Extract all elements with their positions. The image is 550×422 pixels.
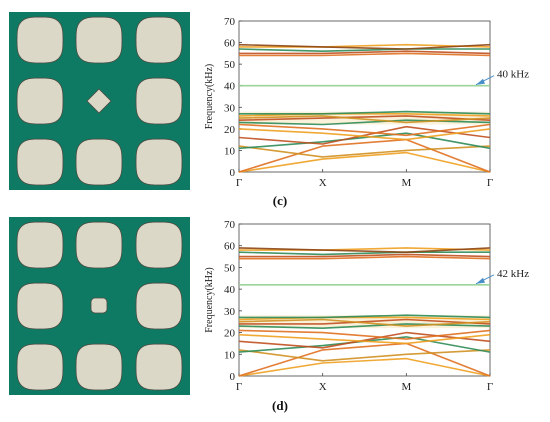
band-line bbox=[238, 331, 491, 349]
band-line bbox=[238, 251, 490, 256]
y-tick-label: 0 bbox=[230, 371, 236, 383]
center-inclusion bbox=[90, 297, 108, 314]
band-structure-chart-c: 0 10 20 30 40 50 60 70 Γ X M Γ Frequency(kHz) 40 kHz bbox=[204, 16, 529, 189]
scatterer-shape bbox=[16, 138, 64, 186]
caption-d: (d) bbox=[272, 398, 288, 413]
y-tick-label: 30 bbox=[224, 306, 236, 318]
band-line bbox=[238, 115, 491, 121]
scatterer-shape bbox=[135, 282, 183, 330]
band-line bbox=[238, 357, 491, 377]
scatterer-shape bbox=[16, 282, 64, 330]
band-line bbox=[238, 119, 491, 126]
band-structure-chart-d: 0 10 20 30 40 50 60 70 Γ X M Γ Frequency(kHz) 42 kHz bbox=[204, 219, 529, 393]
scatterer-shape bbox=[75, 221, 123, 269]
band-line bbox=[239, 52, 491, 57]
band-line bbox=[239, 314, 491, 319]
band-line bbox=[238, 318, 491, 327]
y-tick-label: 60 bbox=[224, 38, 236, 50]
band-line bbox=[238, 125, 491, 145]
scatterer-shape bbox=[75, 138, 123, 186]
y-tick-label: 40 bbox=[224, 81, 236, 93]
band-line bbox=[239, 255, 491, 260]
x-tick-label: M bbox=[401, 177, 411, 189]
band-line bbox=[238, 115, 491, 124]
annotation-label: 40 kHz bbox=[497, 69, 529, 81]
band-line bbox=[238, 43, 491, 50]
y-tick-label: 0 bbox=[230, 167, 236, 179]
y-axis-title: Frequency(kHz) bbox=[204, 267, 215, 333]
scatterer-shape bbox=[135, 138, 183, 186]
band-line bbox=[238, 123, 491, 137]
unit-cell-d-drawing bbox=[16, 221, 183, 391]
band-line bbox=[238, 329, 491, 340]
band-line bbox=[239, 110, 491, 115]
scatterer-shape bbox=[75, 16, 123, 64]
figure-panel-c: 0 10 20 30 40 50 60 70 Γ X M Γ Frequency(kHz) 40 kHz … bbox=[9, 12, 529, 208]
y-tick-label: 50 bbox=[224, 262, 236, 274]
band-line bbox=[238, 113, 491, 117]
band-line bbox=[239, 318, 491, 325]
y-tick-label: 10 bbox=[224, 349, 236, 361]
band-line bbox=[239, 50, 491, 55]
band-line bbox=[239, 253, 491, 258]
scatterer-shape bbox=[16, 343, 64, 391]
y-tick-label: 70 bbox=[224, 219, 236, 231]
figure-panel-d: 0 10 20 30 40 50 60 70 Γ X M Γ Frequency(kHz) 42 kHz … bbox=[0, 211, 550, 422]
y-tick-label: 20 bbox=[224, 124, 236, 136]
caption-c: (c) bbox=[272, 193, 288, 208]
x-tick-label: M bbox=[401, 381, 411, 393]
band-line bbox=[238, 342, 491, 377]
y-tick-label: 20 bbox=[224, 328, 236, 340]
band-line bbox=[238, 247, 491, 254]
y-tick-label: 40 bbox=[224, 284, 236, 296]
center-inclusion bbox=[86, 88, 112, 114]
scatterer-shape bbox=[16, 221, 64, 269]
band-line bbox=[238, 128, 491, 141]
band-line bbox=[238, 151, 491, 173]
scatterer-shape bbox=[16, 16, 64, 64]
x-tick-label: Γ bbox=[487, 381, 493, 393]
scatterer-shape bbox=[135, 77, 183, 125]
x-tick-label: Γ bbox=[236, 177, 242, 189]
band-line bbox=[238, 48, 490, 53]
plot-frame bbox=[238, 20, 491, 173]
unit-cell-c-drawing bbox=[16, 16, 183, 186]
band-line bbox=[238, 138, 491, 173]
scatterer-shape bbox=[135, 16, 183, 64]
annotation-label: 42 kHz bbox=[497, 268, 529, 280]
annotation-arrowhead bbox=[476, 78, 485, 85]
scatterer-shape bbox=[75, 343, 123, 391]
scatterer-shape bbox=[16, 77, 64, 125]
band-line bbox=[238, 132, 491, 150]
band-line bbox=[238, 145, 491, 158]
x-tick-label: X bbox=[319, 381, 327, 393]
band-line bbox=[239, 247, 491, 251]
unit-cell-d bbox=[9, 217, 190, 395]
annotation-arrowhead bbox=[476, 277, 485, 284]
band-line bbox=[238, 316, 491, 321]
unit-cell-c bbox=[9, 12, 190, 190]
band-line bbox=[238, 349, 491, 362]
scatterer-shape bbox=[135, 343, 183, 391]
x-tick-label: Γ bbox=[487, 177, 493, 189]
band-line bbox=[238, 323, 491, 329]
x-tick-label: X bbox=[319, 177, 327, 189]
y-tick-label: 70 bbox=[224, 16, 236, 28]
y-axis-title: Frequency(kHz) bbox=[204, 64, 215, 130]
band-line bbox=[239, 43, 491, 48]
y-tick-label: 60 bbox=[224, 241, 236, 253]
plot-frame bbox=[238, 223, 491, 377]
scatterer-shape bbox=[135, 221, 183, 269]
x-tick-label: Γ bbox=[236, 381, 242, 393]
y-tick-label: 50 bbox=[224, 59, 236, 71]
y-tick-label: 10 bbox=[224, 145, 236, 157]
y-tick-label: 30 bbox=[224, 102, 236, 114]
band-line bbox=[238, 333, 491, 345]
